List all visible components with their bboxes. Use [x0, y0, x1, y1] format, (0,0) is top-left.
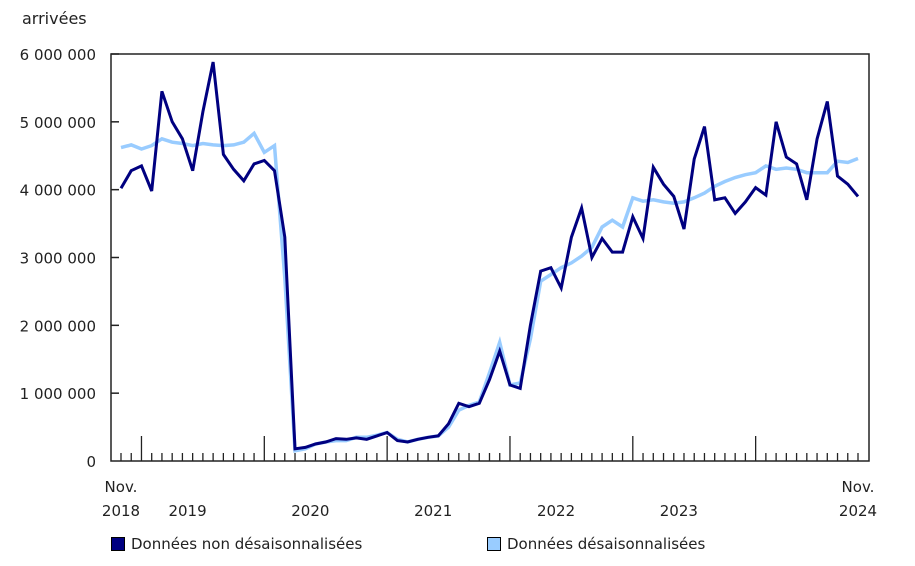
legend-swatch-light-icon [487, 537, 501, 551]
plot-area [119, 61, 860, 453]
y-tick-label: 3 000 000 [20, 250, 96, 268]
y-axis-title: arrivées [22, 9, 87, 28]
x-tick-label-year: 2018 [102, 502, 140, 520]
plot-frame [110, 53, 870, 462]
legend-item-sa: Données désaisonnalisées [487, 535, 705, 553]
x-axis: Nov. 2018 2019 2020 2021 2022 2023 Nov. 2024 [102, 436, 877, 520]
legend: Données non désaisonnalisées Données dés… [0, 535, 915, 559]
series-line-seasonally-adjusted [120, 130, 859, 453]
x-tick-label-year: 2023 [660, 502, 698, 520]
x-tick-label-month: Nov. [105, 478, 138, 496]
x-tick-label-year: 2022 [537, 502, 575, 520]
x-tick-label-year: 2019 [168, 502, 206, 520]
x-tick-label-year: 2024 [839, 502, 877, 520]
y-tick-label: 0 [86, 453, 96, 471]
legend-label: Données désaisonnalisées [507, 535, 706, 553]
legend-label: Données non désaisonnalisées [131, 535, 363, 553]
y-tick-label: 5 000 000 [20, 114, 96, 132]
x-tick-label-year: 2020 [291, 502, 329, 520]
y-axis: 0 1 000 000 2 000 000 3 000 000 4 000 000 5 0… [20, 46, 119, 471]
x-tick-label-year: 2021 [414, 502, 452, 520]
legend-item-non-sa: Données non désaisonnalisées [111, 535, 362, 553]
y-tick-label: 1 000 000 [20, 385, 96, 403]
x-tick-label-month: Nov. [842, 478, 875, 496]
y-tick-label: 2 000 000 [20, 317, 96, 335]
y-tick-label: 6 000 000 [20, 46, 96, 64]
series-line-non-seasonally-adjusted [119, 61, 860, 451]
legend-swatch-dark-icon [111, 537, 125, 551]
line-chart: arrivées 0 1 000 000 2 000 000 3 000 000 4 0… [20, 9, 877, 520]
y-tick-label: 4 000 000 [20, 182, 96, 200]
